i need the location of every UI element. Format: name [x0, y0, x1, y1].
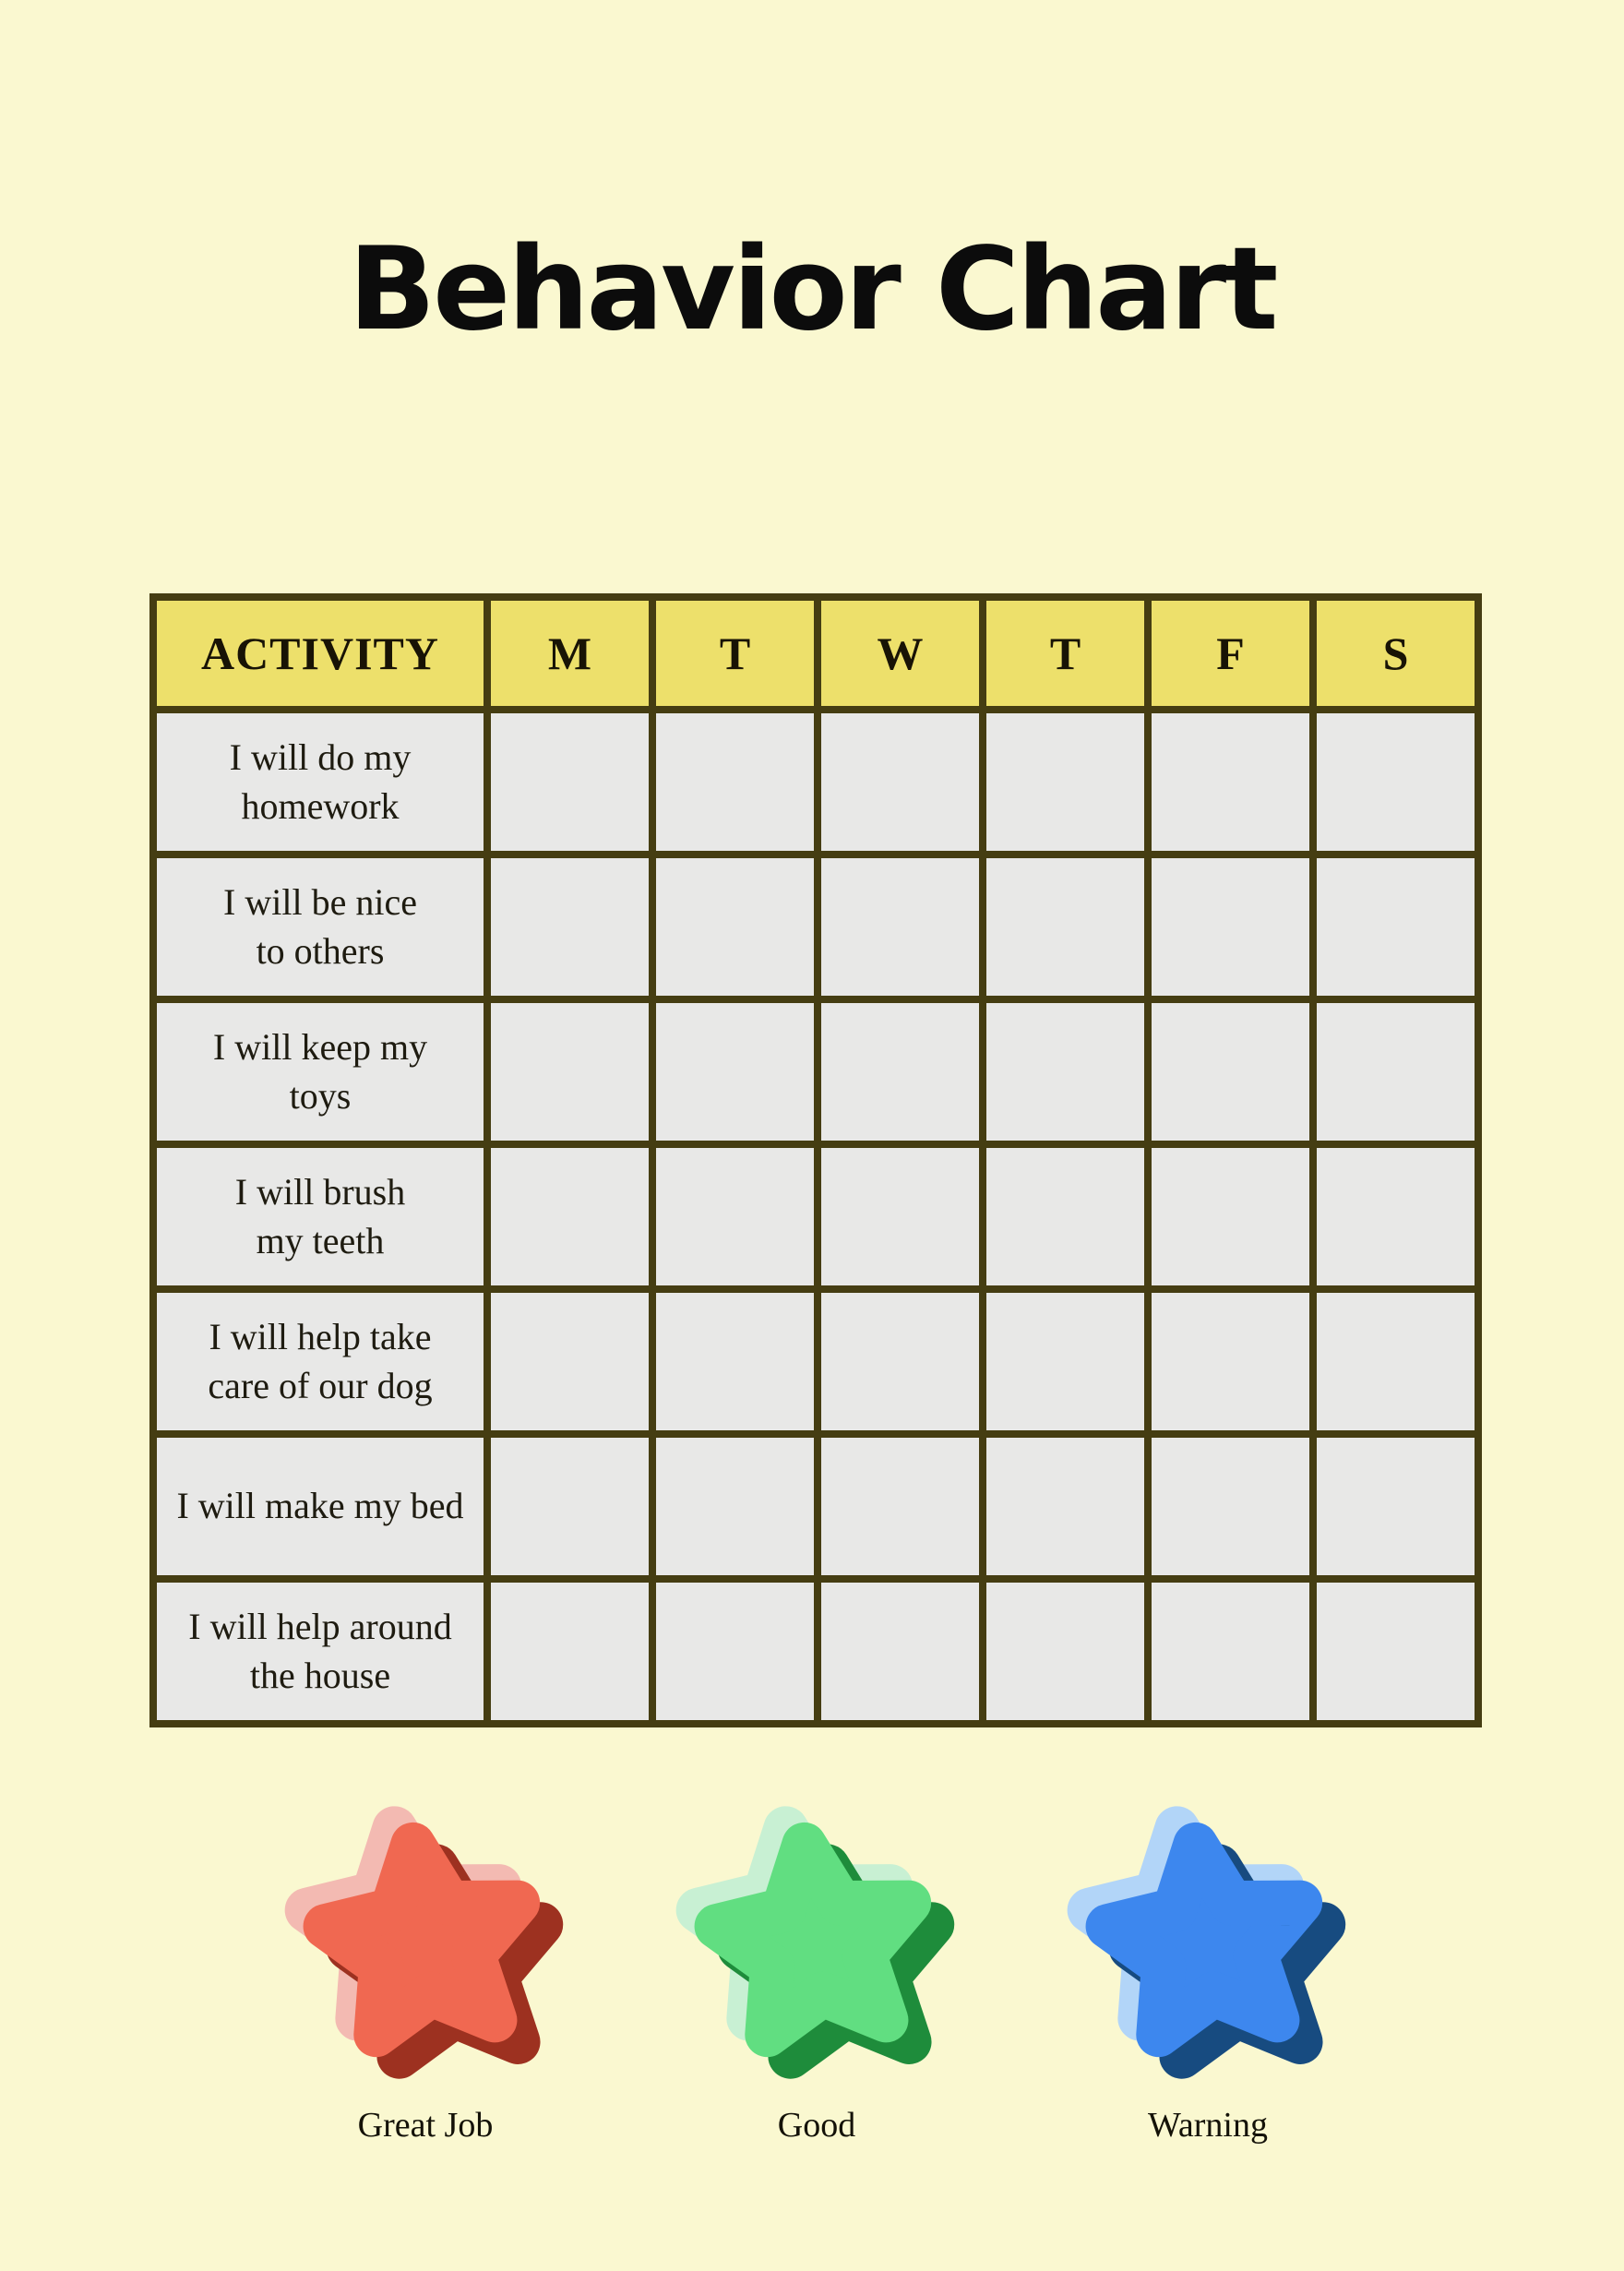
activity-cell: I will make my bed [149, 1430, 491, 1583]
activity-cell: I will keep my toys [149, 996, 491, 1148]
column-header-saturday: S [1309, 593, 1482, 713]
day-cell [1144, 706, 1317, 858]
day-cell [649, 851, 821, 1003]
day-cell [979, 1575, 1152, 1727]
activity-text-line: to others [256, 929, 385, 972]
day-cell [649, 1430, 821, 1583]
legend-label: Warning [1148, 2106, 1268, 2145]
day-cell [979, 1285, 1152, 1438]
legend-label: Great Job [357, 2106, 494, 2145]
day-cell [814, 1430, 986, 1583]
legend-item-great-job: Great Job [277, 1801, 574, 2145]
activity-cell: I will help take care of our dog [149, 1285, 491, 1438]
table-row: I will help around the house [149, 1575, 1482, 1727]
table-row: I will keep my toys [149, 996, 1482, 1148]
activity-text-line: I will help around [188, 1605, 452, 1647]
activity-text-line: I will help take [209, 1315, 432, 1357]
day-cell [484, 1430, 656, 1583]
day-cell [814, 996, 986, 1148]
day-cell [979, 706, 1152, 858]
day-cell [979, 1141, 1152, 1293]
activity-text-line: care of our dog [208, 1364, 433, 1406]
day-cell [484, 1141, 656, 1293]
day-cell [814, 706, 986, 858]
activity-text-line: toys [289, 1074, 352, 1117]
activity-text-line: I will do my [229, 735, 412, 778]
green-star-icon [669, 1801, 964, 2090]
activity-text-line: homework [241, 784, 400, 827]
day-cell [649, 706, 821, 858]
legend-label: Good [777, 2106, 856, 2145]
day-cell [1309, 1141, 1482, 1293]
table-row: I will make my bed [149, 1430, 1482, 1583]
day-cell [1144, 851, 1317, 1003]
activity-text-line: I will keep my [212, 1025, 428, 1068]
activity-cell: I will brush my teeth [149, 1141, 491, 1293]
day-cell [979, 1430, 1152, 1583]
legend: Great Job Good Warning [277, 1801, 1356, 2145]
day-cell [1144, 1575, 1317, 1727]
day-cell [1309, 851, 1482, 1003]
day-cell [1144, 1285, 1317, 1438]
column-header-tuesday: T [649, 593, 821, 713]
day-cell [979, 996, 1152, 1148]
day-cell [484, 996, 656, 1148]
blue-star-icon [1060, 1801, 1355, 2090]
day-cell [1309, 996, 1482, 1148]
day-cell [484, 706, 656, 858]
day-cell [1144, 996, 1317, 1148]
column-header-monday: M [484, 593, 656, 713]
day-cell [1309, 1285, 1482, 1438]
activity-cell: I will be nice to others [149, 851, 491, 1003]
legend-item-warning: Warning [1059, 1801, 1356, 2145]
day-cell [649, 1285, 821, 1438]
day-cell [649, 996, 821, 1148]
day-cell [484, 851, 656, 1003]
activity-text-line: I will brush [234, 1170, 406, 1213]
column-header-wednesday: W [814, 593, 986, 713]
activity-text-line: my teeth [256, 1219, 385, 1261]
table-header-row: ACTIVITY M T W T F S [149, 593, 1482, 713]
page-title: Behavior Chart [348, 223, 1279, 356]
behavior-table: ACTIVITY M T W T F S I will do my homewo… [149, 593, 1482, 1727]
day-cell [649, 1575, 821, 1727]
day-cell [1309, 1430, 1482, 1583]
day-cell [1309, 1575, 1482, 1727]
table-row: I will be nice to others [149, 851, 1482, 1003]
day-cell [814, 1285, 986, 1438]
day-cell [484, 1575, 656, 1727]
activity-cell: I will help around the house [149, 1575, 491, 1727]
day-cell [1144, 1141, 1317, 1293]
day-cell [814, 851, 986, 1003]
column-header-thursday: T [979, 593, 1152, 713]
table-row: I will brush my teeth [149, 1141, 1482, 1293]
day-cell [814, 1141, 986, 1293]
activity-cell: I will do my homework [149, 706, 491, 858]
activity-text-line: I will make my bed [176, 1485, 464, 1527]
table-row: I will do my homework [149, 706, 1482, 858]
table-row: I will help take care of our dog [149, 1285, 1482, 1438]
day-cell [1144, 1430, 1317, 1583]
day-cell [1309, 706, 1482, 858]
day-cell [979, 851, 1152, 1003]
day-cell [484, 1285, 656, 1438]
activity-text-line: I will be nice [223, 880, 417, 923]
red-star-icon [278, 1801, 573, 2090]
column-header-friday: F [1144, 593, 1317, 713]
column-header-activity: ACTIVITY [149, 593, 491, 713]
day-cell [814, 1575, 986, 1727]
activity-text-line: the house [249, 1654, 391, 1696]
legend-item-good: Good [668, 1801, 965, 2145]
day-cell [649, 1141, 821, 1293]
